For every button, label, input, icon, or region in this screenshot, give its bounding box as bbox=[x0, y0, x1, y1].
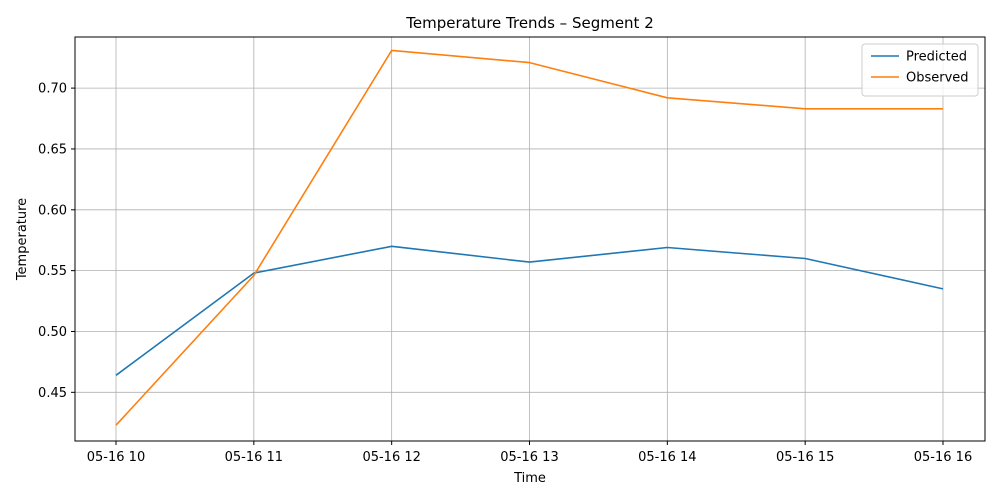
legend: Predicted Observed bbox=[861, 43, 979, 97]
y-tick-label: 0.45 bbox=[38, 386, 67, 401]
x-axis-label: Time bbox=[513, 471, 546, 486]
y-axis-ticks: 0.45 0.50 0.55 0.60 0.65 0.70 bbox=[38, 82, 75, 401]
series-line-observed bbox=[115, 49, 943, 426]
y-axis-label: Temperature bbox=[15, 198, 30, 281]
series-group bbox=[115, 49, 944, 426]
legend-label-observed: Observed bbox=[906, 71, 969, 86]
x-tick-label: 05-16 12 bbox=[362, 450, 420, 465]
grid-lines bbox=[75, 37, 985, 441]
legend-label-predicted: Predicted bbox=[906, 50, 967, 65]
y-tick-label: 0.55 bbox=[38, 264, 67, 279]
x-tick-label: 05-16 15 bbox=[776, 450, 834, 465]
y-tick-label: 0.65 bbox=[38, 142, 67, 157]
x-tick-label: 05-16 10 bbox=[87, 450, 145, 465]
series-line-predicted bbox=[115, 245, 944, 376]
y-tick-label: 0.50 bbox=[38, 325, 67, 340]
legend-box bbox=[861, 43, 979, 97]
x-tick-label: 05-16 16 bbox=[914, 450, 972, 465]
x-tick-label: 05-16 14 bbox=[638, 450, 696, 465]
y-tick-label: 0.70 bbox=[38, 82, 67, 97]
x-tick-label: 05-16 11 bbox=[225, 450, 283, 465]
y-tick-label: 0.60 bbox=[38, 203, 67, 218]
x-tick-label: 05-16 13 bbox=[500, 450, 558, 465]
x-axis-ticks: 05-16 10 05-16 11 05-16 12 05-16 13 05-16 14… bbox=[87, 441, 972, 465]
chart-title: Temperature Trends – Segment 2 bbox=[405, 14, 654, 32]
